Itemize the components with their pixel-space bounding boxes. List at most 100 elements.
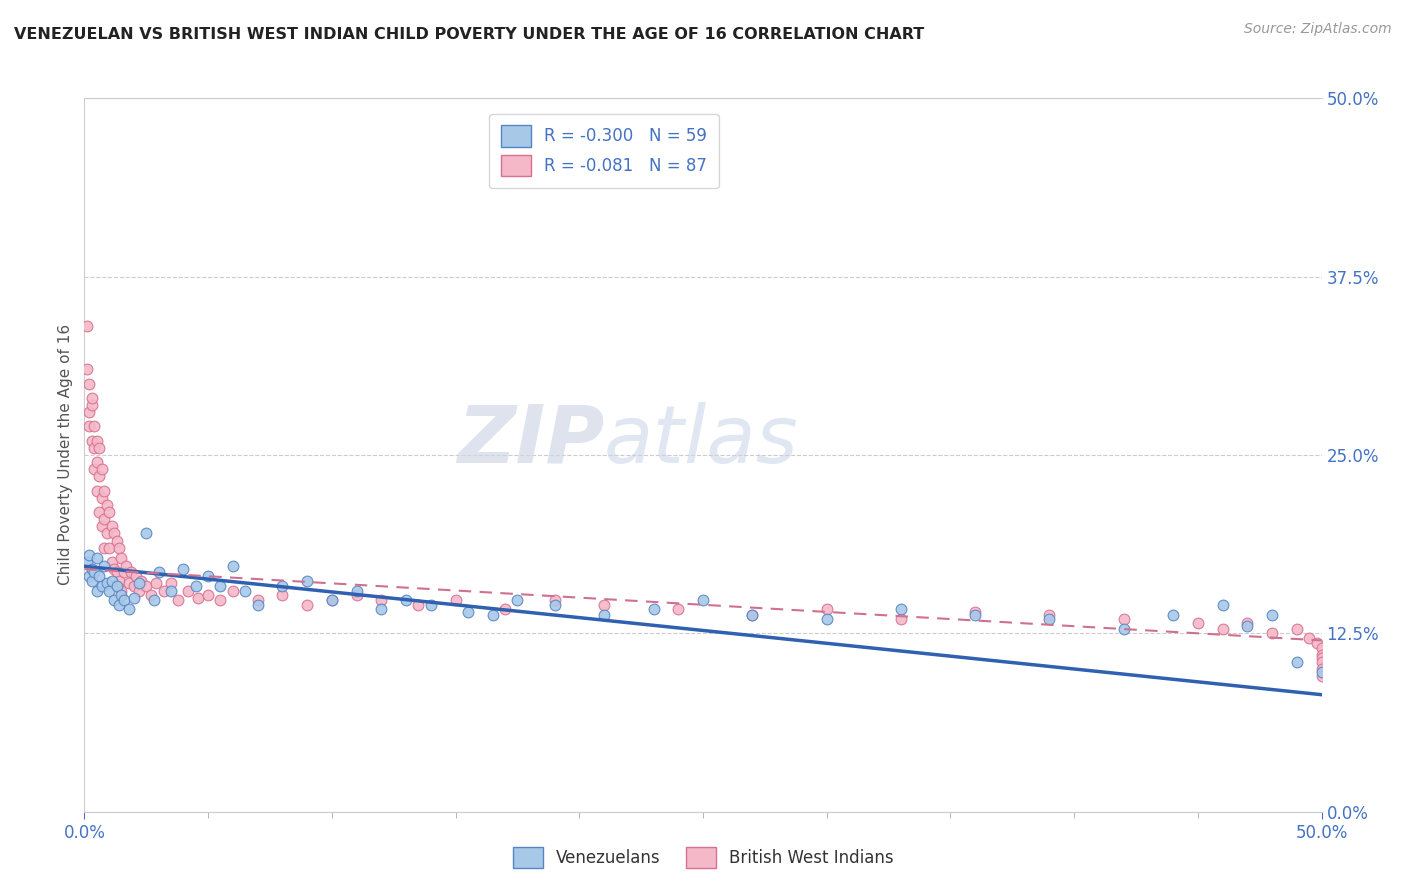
- Point: [167, 593, 190, 607]
- Point: [184, 579, 207, 593]
- Point: [83, 441, 105, 455]
- Point: [89, 469, 111, 483]
- Point: [93, 541, 115, 555]
- Text: ZIP: ZIP: [457, 401, 605, 480]
- Point: [1038, 612, 1060, 626]
- Point: [79, 419, 101, 434]
- Point: [86, 455, 108, 469]
- Point: [1112, 622, 1135, 636]
- Point: [83, 419, 105, 434]
- Point: [112, 565, 135, 579]
- Point: [148, 565, 170, 579]
- Point: [457, 605, 479, 619]
- Point: [80, 562, 103, 576]
- Point: [321, 593, 343, 607]
- Point: [1261, 607, 1284, 622]
- Point: [593, 607, 616, 622]
- Point: [1310, 665, 1333, 679]
- Point: [89, 505, 111, 519]
- Point: [815, 612, 838, 626]
- Point: [209, 593, 232, 607]
- Point: [135, 579, 157, 593]
- Point: [86, 434, 108, 448]
- Point: [80, 574, 103, 588]
- Point: [1298, 631, 1320, 645]
- Point: [100, 574, 122, 588]
- Text: Source: ZipAtlas.com: Source: ZipAtlas.com: [1244, 22, 1392, 37]
- Point: [90, 519, 112, 533]
- Point: [105, 579, 128, 593]
- Point: [395, 593, 418, 607]
- Point: [666, 602, 689, 616]
- Point: [110, 550, 132, 565]
- Point: [90, 491, 112, 505]
- Point: [122, 591, 145, 605]
- Point: [271, 579, 294, 593]
- Point: [346, 583, 368, 598]
- Point: [90, 579, 112, 593]
- Point: [295, 598, 318, 612]
- Point: [110, 583, 132, 598]
- Point: [80, 398, 103, 412]
- Point: [444, 593, 467, 607]
- Point: [890, 612, 912, 626]
- Point: [1310, 662, 1333, 676]
- Point: [80, 391, 103, 405]
- Point: [1310, 640, 1333, 655]
- Point: [96, 498, 118, 512]
- Point: [79, 569, 101, 583]
- Point: [103, 526, 125, 541]
- Legend: R = -0.300   N = 59, R = -0.081   N = 87: R = -0.300 N = 59, R = -0.081 N = 87: [489, 113, 718, 188]
- Point: [1038, 607, 1060, 622]
- Point: [100, 555, 122, 569]
- Point: [135, 526, 157, 541]
- Point: [79, 376, 101, 391]
- Point: [112, 593, 135, 607]
- Point: [197, 588, 219, 602]
- Point: [1310, 669, 1333, 683]
- Point: [110, 588, 132, 602]
- Point: [79, 548, 101, 562]
- Point: [643, 602, 665, 616]
- Point: [1112, 612, 1135, 626]
- Point: [89, 441, 111, 455]
- Point: [83, 462, 105, 476]
- Point: [79, 405, 101, 419]
- Point: [346, 588, 368, 602]
- Point: [1310, 650, 1333, 665]
- Point: [1161, 607, 1184, 622]
- Point: [543, 598, 565, 612]
- Point: [80, 434, 103, 448]
- Point: [160, 576, 183, 591]
- Point: [105, 533, 128, 548]
- Point: [96, 526, 118, 541]
- Point: [741, 607, 763, 622]
- Point: [128, 576, 150, 591]
- Point: [83, 565, 105, 579]
- Point: [481, 607, 503, 622]
- Point: [1212, 598, 1234, 612]
- Point: [408, 598, 430, 612]
- Point: [90, 462, 112, 476]
- Point: [271, 588, 294, 602]
- Point: [1305, 636, 1327, 650]
- Point: [172, 562, 194, 576]
- Point: [96, 576, 118, 591]
- Point: [692, 593, 714, 607]
- Point: [89, 569, 111, 583]
- Point: [105, 565, 128, 579]
- Point: [152, 583, 174, 598]
- Point: [177, 583, 200, 598]
- Point: [419, 598, 441, 612]
- Point: [1187, 616, 1209, 631]
- Point: [233, 583, 256, 598]
- Point: [120, 565, 142, 579]
- Text: atlas: atlas: [605, 401, 799, 480]
- Point: [86, 483, 108, 498]
- Point: [108, 598, 131, 612]
- Point: [118, 576, 141, 591]
- Point: [1310, 655, 1333, 669]
- Point: [965, 607, 987, 622]
- Point: [129, 574, 152, 588]
- Point: [86, 550, 108, 565]
